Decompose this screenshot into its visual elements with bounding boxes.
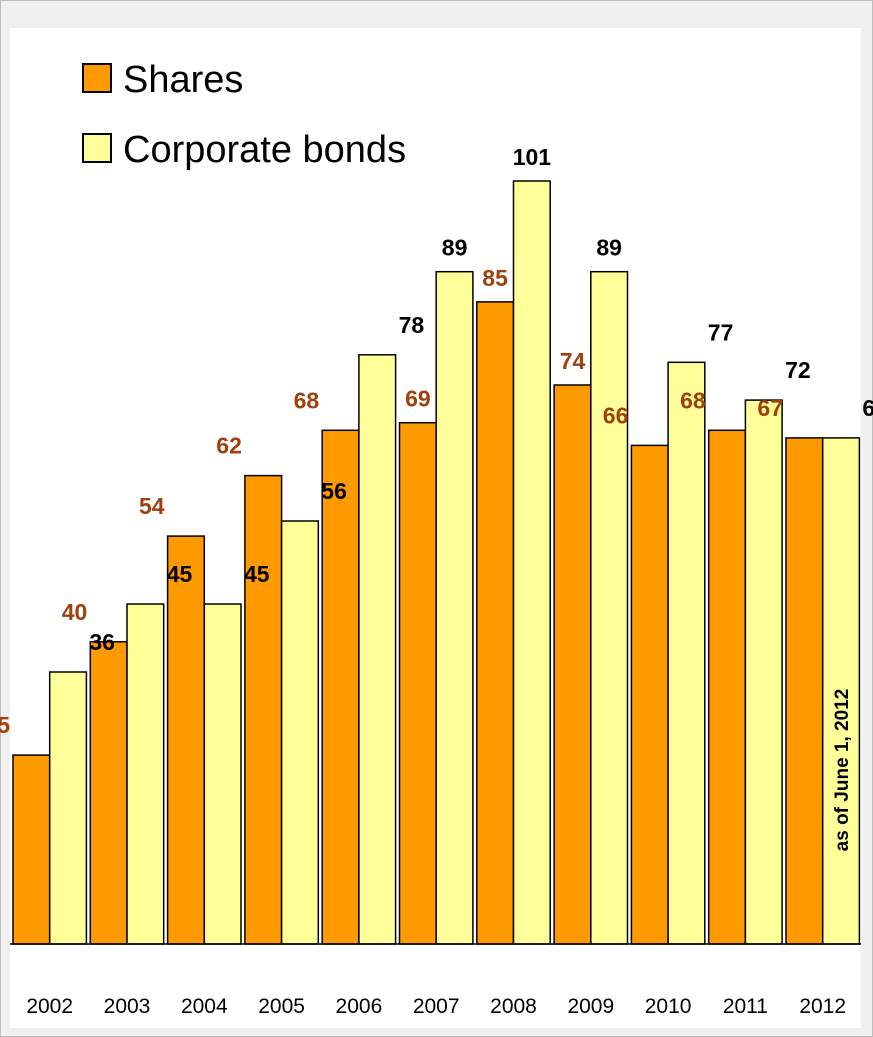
bar-corporate-bonds-2007 — [435, 270, 474, 945]
x-tick-label-2005: 2005 — [258, 995, 305, 1018]
bars-layer — [10, 180, 861, 945]
value-label-corporate-bonds-2010: 77 — [708, 319, 734, 345]
x-tick-label-2002: 2002 — [26, 995, 73, 1018]
x-tick-label-2009: 2009 — [567, 995, 614, 1018]
value-label-corporate-bonds-2006: 78 — [399, 312, 425, 338]
value-label-shares-2003: 40 — [62, 599, 88, 625]
x-tick-label-2007: 2007 — [413, 995, 460, 1018]
legend-swatch-shares — [82, 63, 112, 93]
value-label-corporate-bonds-2003: 45 — [167, 561, 193, 587]
value-label-corporate-bonds-2011: 72 — [785, 357, 811, 383]
legend-label-shares: Shares — [123, 59, 243, 101]
value-label-corporate-bonds-2007: 89 — [442, 235, 468, 261]
x-tick-label-2010: 2010 — [645, 995, 692, 1018]
x-tick-label-2012: 2012 — [799, 995, 846, 1018]
value-label-shares-2005: 62 — [216, 433, 242, 459]
bar-corporate-bonds-2005 — [280, 520, 320, 945]
x-tick-label-2008: 2008 — [490, 995, 537, 1018]
bar-corporate-bonds-2011 — [744, 399, 783, 945]
bar-shares-2009 — [553, 384, 592, 945]
bar-corporate-bonds-2009 — [590, 270, 629, 945]
bar-corporate-bonds-2006 — [358, 354, 397, 945]
value-label-corporate-bonds-2009: 89 — [596, 235, 622, 261]
bar-corporate-bonds-2004 — [203, 603, 242, 945]
value-label-shares-2007: 69 — [405, 386, 431, 412]
value-label-shares-2006: 68 — [294, 387, 320, 413]
legend: Shares Corporate bonds — [82, 59, 406, 171]
value-label-corporate-bonds-2002: 36 — [89, 629, 115, 655]
bar-shares-2010 — [630, 444, 669, 945]
x-tick-label-2006: 2006 — [336, 995, 383, 1018]
bar-shares-2012 — [785, 437, 824, 945]
value-label-shares-2009: 74 — [560, 348, 586, 374]
bar-corporate-bonds-2002 — [48, 671, 88, 945]
bar-corporate-bonds-2003 — [126, 603, 165, 945]
bar-shares-2008 — [476, 301, 515, 945]
value-label-shares-2012: 67 — [757, 395, 783, 421]
legend-label-corporate-bonds: Corporate bonds — [123, 129, 406, 171]
value-label-shares-2008: 85 — [482, 265, 508, 291]
bar-corporate-bonds-2012 — [821, 437, 861, 945]
x-tick-label-2004: 2004 — [181, 995, 228, 1018]
x-tick-labels-layer: 2002 2003 2004 2005 2006 2007 2008 2009 2010 2011… — [26, 995, 846, 1018]
date-annotation: as of June 1, 2012 — [832, 689, 853, 852]
value-label-shares-2010: 66 — [603, 402, 629, 428]
bar-shares-2003 — [89, 641, 128, 945]
bar-shares-2005 — [244, 474, 283, 945]
bar-shares-2007 — [398, 421, 437, 945]
value-label-shares-2011: 68 — [680, 387, 706, 413]
bar-shares-2011 — [707, 429, 747, 945]
legend-swatch-corporate-bonds — [82, 133, 112, 163]
x-tick-label-2003: 2003 — [104, 995, 151, 1018]
bar-corporate-bonds-2010 — [667, 361, 706, 945]
value-label-shares-2002: 25 — [0, 712, 10, 738]
bar-shares-2006 — [321, 429, 360, 945]
x-tick-label-2011: 2011 — [723, 995, 768, 1018]
value-label-corporate-bonds-2004: 45 — [244, 561, 270, 587]
bar-corporate-bonds-2008 — [512, 180, 551, 945]
bar-shares-2004 — [166, 535, 206, 945]
value-label-corporate-bonds-2008: 101 — [513, 144, 552, 170]
value-label-shares-2004: 54 — [139, 493, 165, 519]
value-label-corporate-bonds-2012: 67 — [862, 395, 873, 421]
bar-shares-2002 — [12, 754, 51, 945]
value-label-corporate-bonds-2005: 56 — [321, 478, 347, 504]
